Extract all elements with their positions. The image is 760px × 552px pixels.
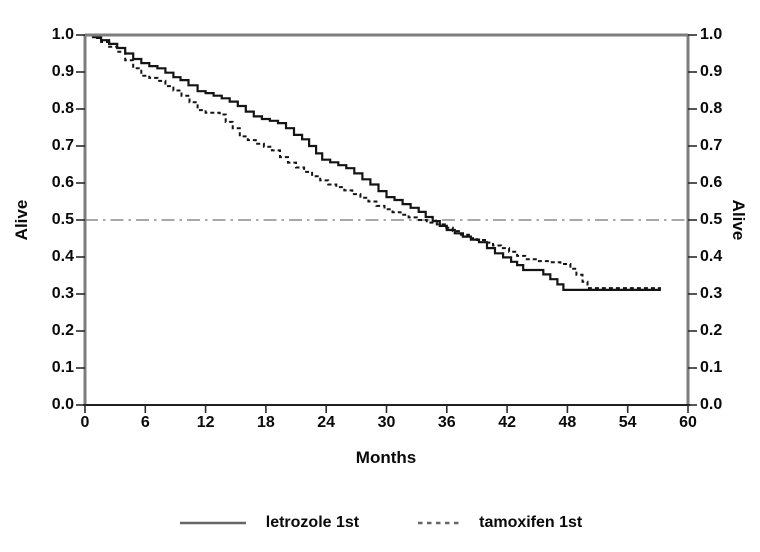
y-tick-label-left: 0.3 bbox=[51, 285, 74, 302]
x-tick-label: 12 bbox=[196, 414, 215, 431]
y-tick-label-left: 0.6 bbox=[51, 174, 74, 191]
legend-label-letrozole: letrozole 1st bbox=[265, 514, 360, 531]
y-tick-label-right: 0.8 bbox=[700, 100, 723, 117]
legend-dashed-line-icon bbox=[418, 521, 463, 525]
y-tick-label-right: 0.9 bbox=[700, 63, 723, 80]
y-tick-label-left: 0.2 bbox=[51, 322, 74, 339]
legend-label-tamoxifen: tamoxifen 1st bbox=[479, 514, 583, 531]
x-tick-label: 48 bbox=[558, 414, 577, 431]
y-tick-label-left: 0.9 bbox=[51, 63, 74, 80]
y-tick-label-right: 0.0 bbox=[700, 396, 723, 413]
x-tick-label: 0 bbox=[80, 414, 90, 431]
x-tick-label: 24 bbox=[317, 414, 336, 431]
x-tick-label: 18 bbox=[256, 414, 275, 431]
y-tick-label-right: 1.0 bbox=[700, 26, 723, 43]
x-tick-label: 42 bbox=[498, 414, 516, 431]
legend-solid-line-icon bbox=[179, 521, 246, 525]
y-tick-label-right: 0.3 bbox=[700, 285, 723, 302]
tamoxifen-curve bbox=[85, 34, 661, 290]
y-axis-title-left: Alive bbox=[12, 199, 31, 241]
y-tick-label-left: 0.8 bbox=[51, 100, 74, 117]
y-tick-label-right: 0.7 bbox=[700, 137, 723, 154]
y-tick-label-right: 0.1 bbox=[700, 359, 723, 376]
x-tick-label: 54 bbox=[618, 414, 637, 431]
x-tick-label: 30 bbox=[377, 414, 396, 431]
x-axis-title: Months bbox=[355, 448, 417, 467]
letrozole-curve bbox=[85, 33, 661, 291]
y-tick-label-right: 0.6 bbox=[700, 174, 723, 191]
x-tick-label: 60 bbox=[679, 414, 697, 431]
y-tick-label-right: 0.2 bbox=[700, 322, 723, 339]
y-tick-label-left: 0.1 bbox=[51, 359, 74, 376]
y-tick-label-left: 1.0 bbox=[51, 26, 74, 43]
legend: letrozole 1st tamoxifen 1st bbox=[0, 506, 760, 540]
y-tick-label-right: 0.4 bbox=[700, 248, 723, 265]
y-tick-label-left: 0.4 bbox=[51, 248, 74, 265]
x-tick-label: 6 bbox=[140, 414, 150, 431]
y-tick-label-left: 0.0 bbox=[51, 396, 74, 413]
x-tick-label: 36 bbox=[437, 414, 456, 431]
y-tick-label-right: 0.5 bbox=[700, 211, 723, 228]
y-tick-label-left: 0.5 bbox=[51, 211, 74, 228]
y-tick-label-left: 0.7 bbox=[51, 137, 74, 154]
